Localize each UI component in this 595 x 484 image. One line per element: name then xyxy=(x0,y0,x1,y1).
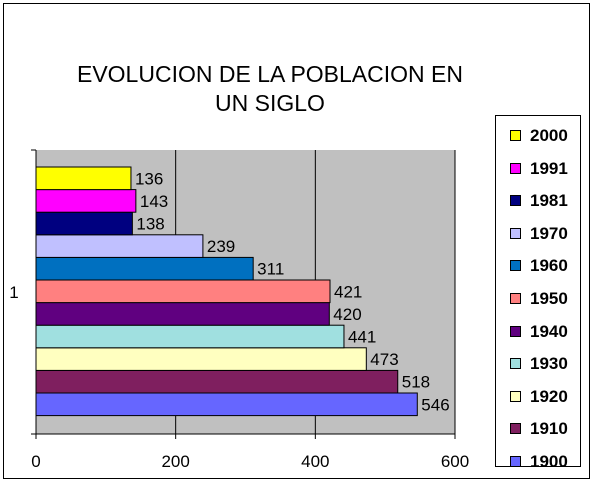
x-tick-label: 600 xyxy=(441,452,469,471)
bar-1920 xyxy=(35,347,367,371)
data-label-1950: 421 xyxy=(334,282,362,301)
bar-1950 xyxy=(35,279,331,304)
legend-label: 1910 xyxy=(530,419,568,439)
bar-1970 xyxy=(35,234,204,258)
legend-swatch xyxy=(510,423,521,435)
data-label-1940: 420 xyxy=(333,305,361,324)
legend: 2000 1991 1981 1970 1960 1950 1940 1930 1920 1910… xyxy=(495,115,581,471)
y-category-label: 1 xyxy=(9,283,18,302)
bar-1991 xyxy=(35,189,137,213)
x-tick-label: 0 xyxy=(31,452,40,471)
data-label-1920: 473 xyxy=(370,350,398,369)
legend-item-1940: 1940 xyxy=(496,322,580,342)
legend-label: 1950 xyxy=(530,289,568,308)
data-label-2000: 136 xyxy=(135,169,163,188)
data-label-1910: 518 xyxy=(402,373,430,392)
x-tick-label: 200 xyxy=(161,452,189,471)
legend-item-2000: 2000 xyxy=(496,126,580,146)
bar-1900 xyxy=(35,392,418,417)
data-label-1960: 311 xyxy=(257,260,284,279)
legend-swatch xyxy=(510,195,521,207)
bar-1910 xyxy=(35,369,399,394)
chart-title: EVOLUCION DE LA POBLACION EN UN SIGLO xyxy=(76,61,463,116)
data-label-1970: 239 xyxy=(207,237,235,256)
legend-swatch xyxy=(510,293,521,304)
x-tick-label: 400 xyxy=(301,452,329,471)
legend-item-1960: 1960 xyxy=(496,256,580,276)
legend-item-1950: 1950 xyxy=(496,289,580,309)
legend-label: 2000 xyxy=(530,126,568,145)
legend-label: 1981 xyxy=(530,191,568,211)
legend-label: 1920 xyxy=(530,386,568,406)
legend-label: 1960 xyxy=(530,256,568,276)
legend-item-1970: 1970 xyxy=(496,224,580,244)
legend-swatch xyxy=(510,130,521,141)
legend-item-1920: 1920 xyxy=(496,387,580,407)
data-label-1930: 441 xyxy=(348,328,376,347)
bar-1981 xyxy=(35,211,133,236)
bar-1960 xyxy=(35,256,254,281)
legend-label: 1991 xyxy=(530,158,568,178)
legend-swatch xyxy=(510,162,521,174)
legend-swatch xyxy=(510,227,521,239)
legend-item-1900: 1900 xyxy=(496,452,580,472)
legend-swatch xyxy=(510,390,521,402)
data-label-1981: 138 xyxy=(136,215,164,234)
legend-swatch xyxy=(510,358,521,370)
legend-swatch xyxy=(510,260,521,272)
legend-item-1930: 1930 xyxy=(496,354,580,374)
legend-swatch xyxy=(510,325,521,337)
bar-1930 xyxy=(35,324,345,349)
legend-item-1910: 1910 xyxy=(496,419,580,439)
bar-2000 xyxy=(35,166,132,191)
legend-label: 1970 xyxy=(530,223,568,243)
legend-swatch xyxy=(510,456,521,467)
legend-label: 1930 xyxy=(530,354,568,374)
bar-1940 xyxy=(35,302,330,326)
legend-item-1981: 1981 xyxy=(496,191,580,211)
data-label-1991: 143 xyxy=(140,192,168,211)
legend-label: 1940 xyxy=(530,321,568,341)
legend-label: 1900 xyxy=(530,452,568,471)
legend-item-1991: 1991 xyxy=(496,159,580,179)
data-label-1900: 546 xyxy=(421,395,449,414)
